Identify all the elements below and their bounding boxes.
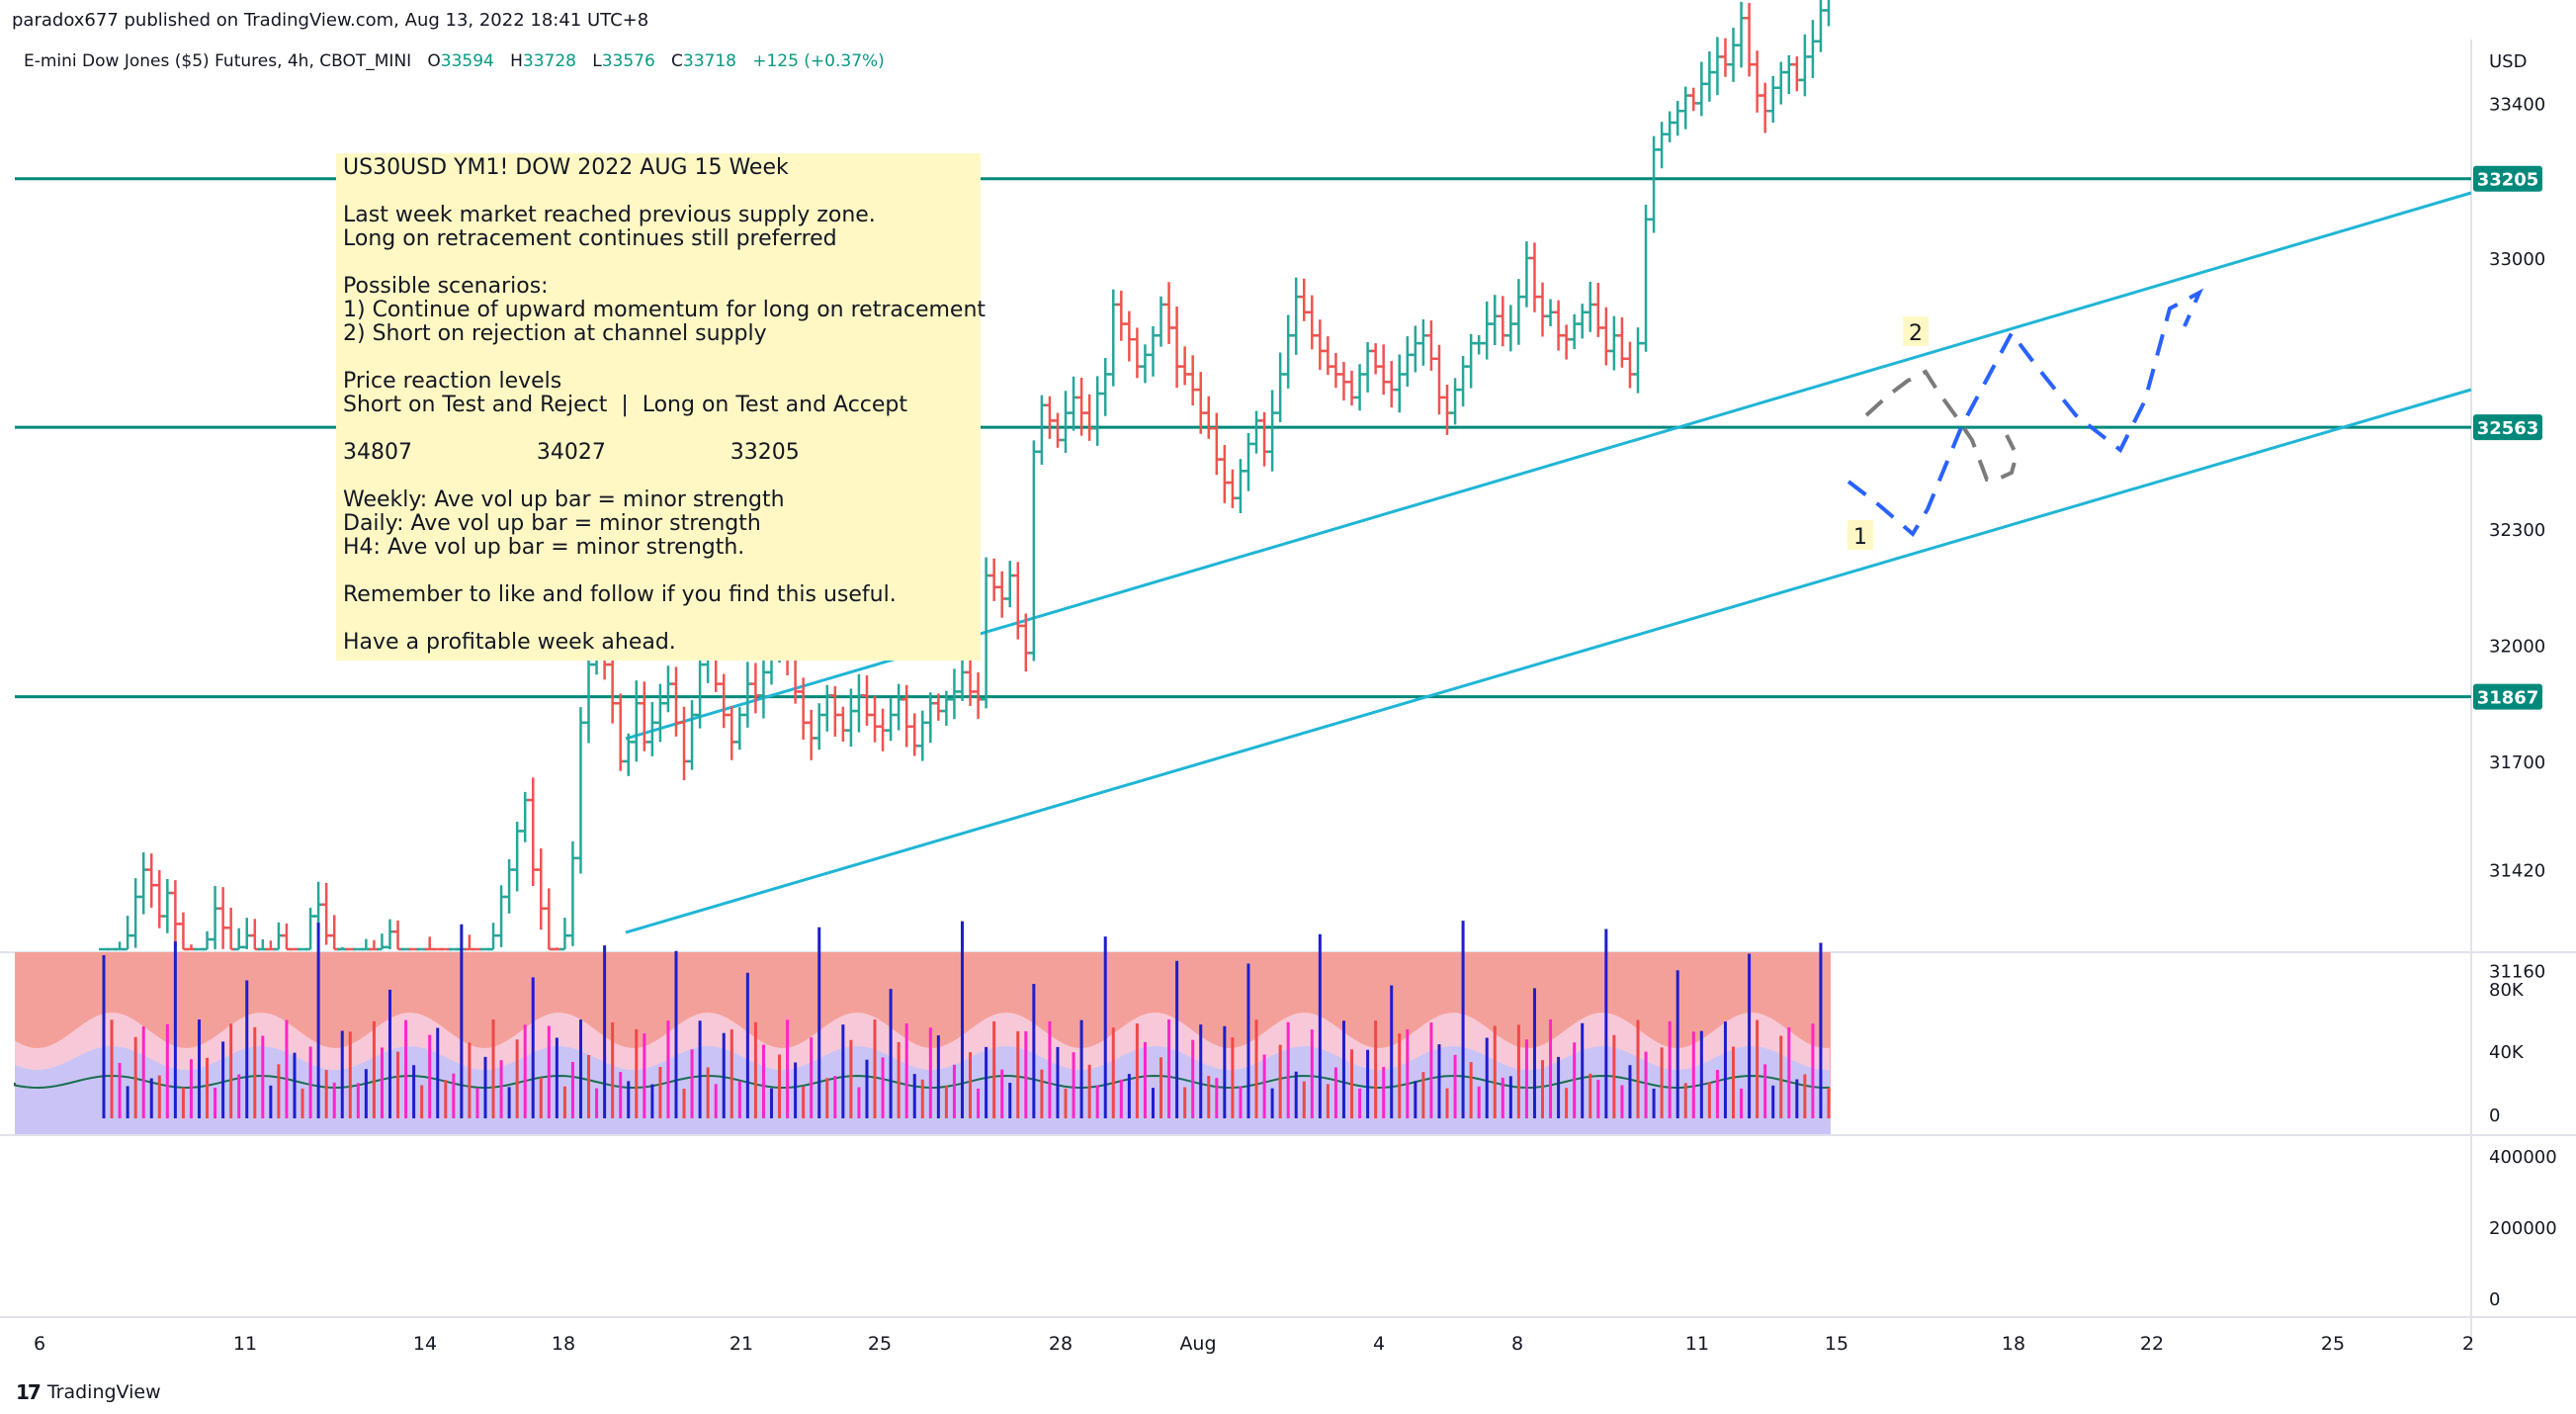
currency-label: USD	[2489, 51, 2527, 72]
analysis-note	[336, 153, 981, 661]
price-tick-label: 33000	[2489, 249, 2545, 270]
level-price-label-bg	[2473, 683, 2542, 710]
price-tick-label: 33400	[2489, 94, 2545, 115]
price-tick-label: 31160	[2489, 961, 2545, 982]
scenario-2-label-box	[1903, 316, 1929, 346]
price-tick-label: 31700	[2489, 752, 2545, 773]
channel-lower-line[interactable]	[625, 388, 2472, 934]
date-tick-label: 8	[1511, 1333, 1523, 1355]
date-tick-label: 14	[413, 1333, 437, 1355]
volume-tick-label: 80K	[2489, 980, 2525, 1001]
date-tick-label: 11	[1685, 1333, 1709, 1355]
symbol-name: E-mini Dow Jones ($5) Futures, 4h, CBOT_…	[24, 51, 412, 71]
date-tick-label: 25	[2321, 1333, 2345, 1355]
date-tick-label: 6	[34, 1333, 45, 1355]
change-value: +125 (+0.37%)	[752, 51, 885, 71]
level-price-label: 31867	[2477, 688, 2539, 709]
open-label: O	[427, 51, 441, 71]
price-tick-label: 31420	[2489, 861, 2545, 882]
date-tick-label: 11	[233, 1333, 257, 1355]
scenario-2-label: 2	[1909, 321, 1923, 346]
open-value: 33594	[440, 51, 494, 71]
high-value: 33728	[522, 51, 576, 71]
level-price-label-bg	[2473, 414, 2542, 441]
close-label: C	[671, 51, 683, 71]
low-value: 33576	[601, 51, 655, 71]
date-tick-label: 4	[1373, 1333, 1385, 1355]
tradingview-brand: TradingView	[46, 1381, 161, 1403]
date-tick-label: 15	[1825, 1333, 1848, 1355]
scenario-1-label: 1	[1853, 525, 1867, 550]
date-tick-label: Aug	[1179, 1333, 1216, 1355]
scenario-1-label-box	[1847, 520, 1873, 550]
analysis-note-text: US30USD YM1! DOW 2022 AUG 15 Week Last w…	[343, 155, 987, 655]
volume-tick-label: 0	[2489, 1105, 2500, 1126]
date-tick-label: 21	[730, 1333, 753, 1355]
date-tick-label: 18	[2002, 1333, 2025, 1355]
level-price-label: 33205	[2477, 170, 2539, 191]
date-tick-label: 25	[868, 1333, 892, 1355]
scenario-2-projection[interactable]	[1864, 369, 2019, 482]
date-tick-label: 2	[2462, 1333, 2474, 1355]
price-tick-label: 32300	[2489, 520, 2545, 541]
volume-tick-label: 40K	[2489, 1042, 2525, 1063]
lower-pane-tick-label: 0	[2489, 1289, 2500, 1310]
level-price-label: 32563	[2477, 418, 2539, 439]
low-label: L	[592, 51, 602, 71]
published-header: paradox677 published on TradingView.com,…	[12, 10, 649, 31]
lower-pane-tick-label: 200000	[2489, 1218, 2557, 1239]
level-price-label-bg	[2473, 165, 2542, 192]
high-label: H	[510, 51, 523, 71]
symbol-info: E-mini Dow Jones ($5) Futures, 4h, CBOT_…	[24, 51, 885, 71]
date-tick-label: 22	[2140, 1333, 2164, 1355]
lower-pane-tick-label: 400000	[2489, 1147, 2557, 1168]
date-tick-label: 18	[552, 1333, 575, 1355]
price-tick-label: 32000	[2489, 637, 2545, 658]
tradingview-mark-icon: 17	[16, 1380, 42, 1404]
tradingview-logo[interactable]: 17 TradingView	[16, 1380, 161, 1404]
close-value: 33718	[682, 51, 736, 71]
scenario-1-projection[interactable]	[1846, 288, 2204, 538]
date-tick-label: 28	[1049, 1333, 1073, 1355]
